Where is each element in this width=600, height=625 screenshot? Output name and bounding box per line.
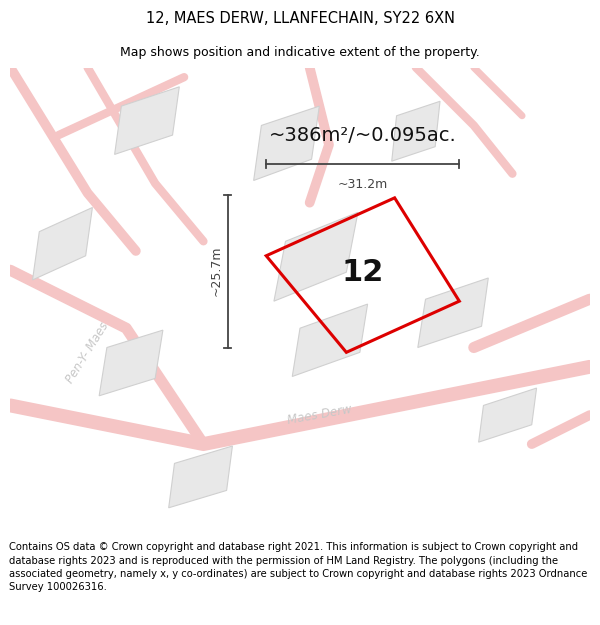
Text: Map shows position and indicative extent of the property.: Map shows position and indicative extent… [120,46,480,59]
Polygon shape [392,101,440,161]
Text: ~31.2m: ~31.2m [338,177,388,191]
Polygon shape [169,446,232,508]
Polygon shape [32,208,92,280]
Text: Pen-Y- Maes: Pen-Y- Maes [64,319,112,385]
Text: 12, MAES DERW, LLANFECHAIN, SY22 6XN: 12, MAES DERW, LLANFECHAIN, SY22 6XN [146,11,455,26]
Polygon shape [479,388,536,442]
Text: 12: 12 [341,258,384,287]
Polygon shape [292,304,368,376]
Polygon shape [274,213,358,301]
Text: ~386m²/~0.095ac.: ~386m²/~0.095ac. [269,126,457,144]
Text: ~25.7m: ~25.7m [209,246,223,296]
Text: Contains OS data © Crown copyright and database right 2021. This information is : Contains OS data © Crown copyright and d… [9,542,587,592]
Text: Maes Derw: Maes Derw [286,403,353,427]
Polygon shape [99,330,163,396]
Polygon shape [115,87,179,154]
Polygon shape [254,106,319,181]
Polygon shape [418,278,488,348]
